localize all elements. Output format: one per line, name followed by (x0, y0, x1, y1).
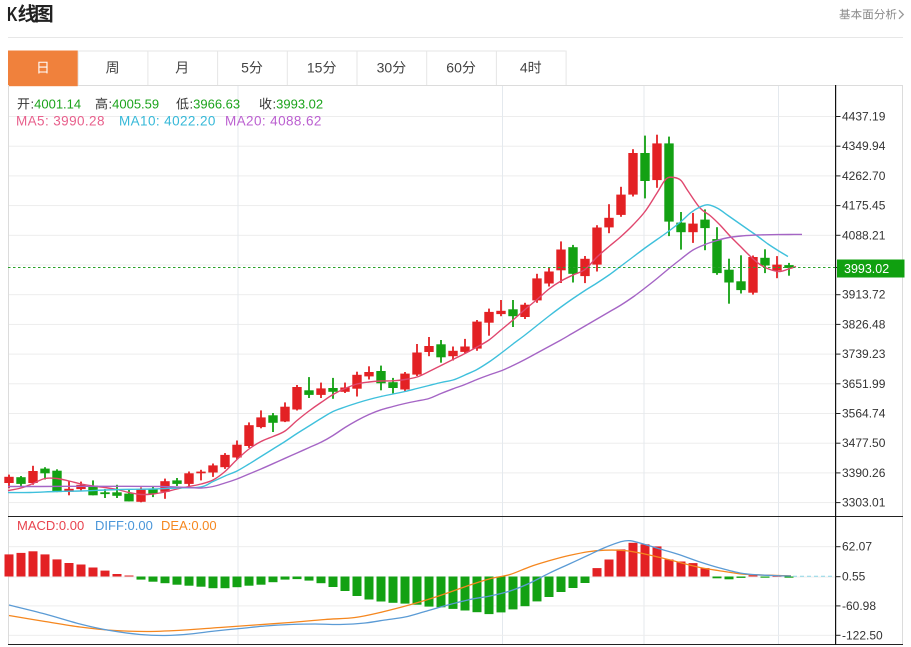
svg-text:3739.23: 3739.23 (842, 347, 886, 361)
svg-text:30: 30 (377, 60, 393, 76)
svg-text:5: 5 (241, 60, 249, 76)
svg-text:4349.94: 4349.94 (842, 139, 886, 153)
svg-text:0.55: 0.55 (842, 570, 866, 584)
svg-text::3966.63: :3966.63 (190, 97, 241, 112)
svg-text:4437.19: 4437.19 (842, 110, 886, 124)
svg-text:4: 4 (520, 60, 528, 76)
svg-text:MA10: 4022.20: MA10: 4022.20 (119, 114, 216, 129)
svg-text::3993.02: :3993.02 (273, 97, 324, 112)
svg-text:3826.48: 3826.48 (842, 317, 886, 331)
svg-text:60: 60 (446, 60, 462, 76)
svg-text:DIFF:0.00: DIFF:0.00 (95, 518, 153, 533)
svg-text:-122.50: -122.50 (842, 628, 883, 642)
svg-text:MA5: 3990.28: MA5: 3990.28 (16, 114, 105, 129)
svg-text:4088.21: 4088.21 (842, 228, 886, 242)
svg-text:3390.26: 3390.26 (842, 466, 886, 480)
svg-text:K: K (7, 4, 18, 26)
svg-text:4175.45: 4175.45 (842, 199, 886, 213)
svg-text:3993.02: 3993.02 (844, 262, 889, 276)
svg-text:62.07: 62.07 (842, 540, 872, 554)
svg-text::4001.14: :4001.14 (31, 97, 82, 112)
svg-text:3477.50: 3477.50 (842, 436, 886, 450)
svg-text:-60.98: -60.98 (842, 599, 876, 613)
svg-text:4262.70: 4262.70 (842, 169, 886, 183)
svg-text:3564.74: 3564.74 (842, 407, 886, 421)
svg-text:MA20: 4088.62: MA20: 4088.62 (225, 114, 322, 129)
svg-text:15: 15 (307, 60, 323, 76)
svg-text:MACD:0.00: MACD:0.00 (17, 518, 84, 533)
svg-text:3913.72: 3913.72 (842, 288, 886, 302)
svg-text:3303.01: 3303.01 (842, 496, 886, 510)
svg-text:DEA:0.00: DEA:0.00 (161, 518, 217, 533)
svg-text::4005.59: :4005.59 (109, 97, 160, 112)
svg-text:3651.99: 3651.99 (842, 377, 886, 391)
